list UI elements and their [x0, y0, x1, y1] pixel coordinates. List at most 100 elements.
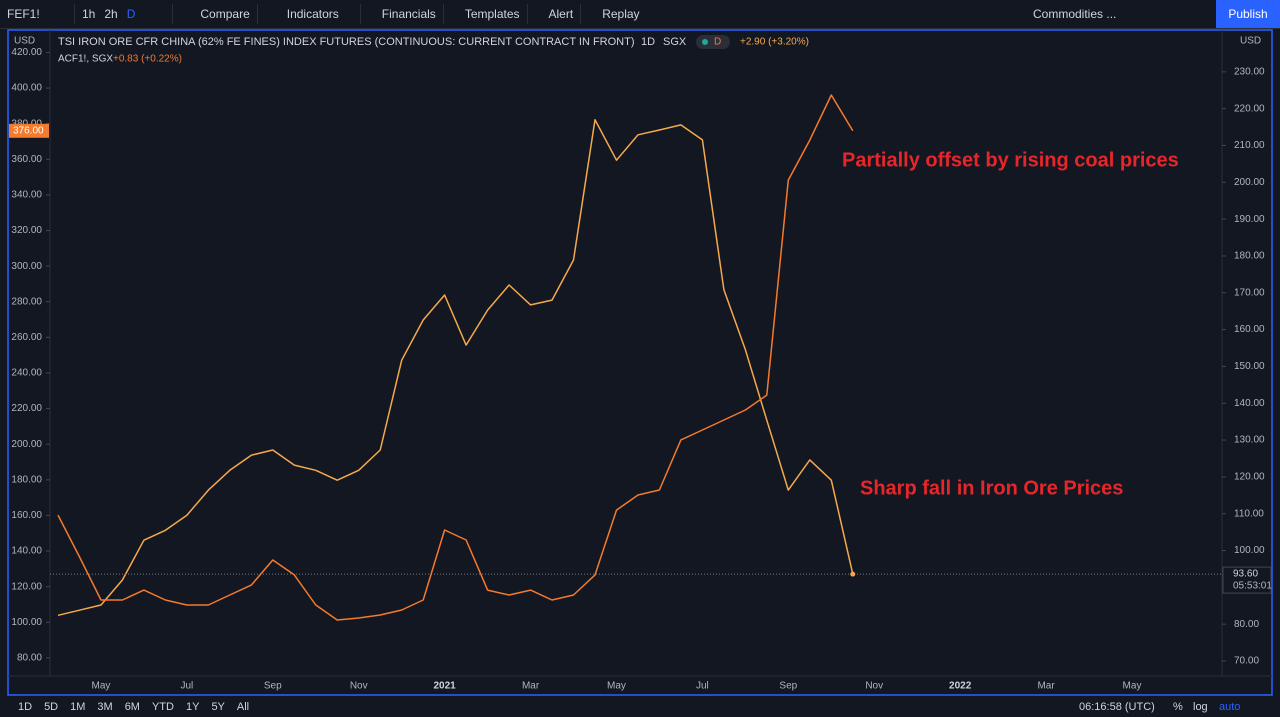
legend-exchange: SGX — [663, 36, 687, 48]
y2-tick-label: 110.00 — [1234, 508, 1264, 519]
x-tick-label: Jul — [180, 681, 193, 692]
y-tick-label: 200.00 — [11, 439, 42, 450]
series-line — [57, 118, 854, 617]
x-tick-label: Nov — [350, 681, 368, 692]
y-tick-label: 160.00 — [11, 510, 42, 521]
y-tick-label: 140.00 — [11, 546, 42, 557]
status-dot — [702, 39, 708, 45]
interval[interactable]: 2h — [104, 7, 118, 21]
range-button[interactable]: 1D — [18, 701, 33, 713]
range-button[interactable]: 5D — [44, 701, 59, 713]
interval[interactable]: D — [126, 7, 136, 21]
y2-tick-label: 220.00 — [1234, 103, 1265, 114]
watchlist[interactable]: Commodities ... — [1033, 7, 1117, 21]
y2-tick-label: 200.00 — [1234, 177, 1265, 188]
x-tick-label: Mar — [522, 681, 540, 692]
toolbar-button[interactable]: Financials — [381, 7, 436, 21]
x-tick-label: May — [607, 681, 626, 692]
x-tick-label: Sep — [779, 681, 797, 692]
x-tick-label: 2022 — [949, 681, 972, 692]
y2-tick-label: 130.00 — [1234, 435, 1265, 446]
separator — [442, 4, 444, 24]
y-tick-label: 300.00 — [11, 261, 42, 272]
y2-tick-label: 180.00 — [1234, 251, 1265, 262]
symbol[interactable]: FEF1! — [7, 7, 40, 21]
countdown: 05:53:01 — [1233, 581, 1272, 592]
legend-interval: 1D — [641, 36, 655, 48]
interval[interactable]: 1h — [82, 7, 96, 21]
range-button[interactable]: All — [236, 701, 250, 713]
chart-border — [7, 29, 1273, 696]
range-button[interactable]: 3M — [97, 701, 113, 713]
price-label: 93.60 — [1233, 569, 1258, 580]
x-tick-label: May — [1123, 681, 1142, 692]
separator — [526, 4, 528, 24]
chart: USD USD TSI IRON ORE CFR CHINA (62% FE F… — [7, 29, 1273, 696]
clock: 06:16:58 (UTC) — [1079, 701, 1155, 713]
y-tick-label: 320.00 — [11, 225, 42, 236]
y-tick-label: 360.00 — [11, 154, 42, 165]
y-tick-label: 80.00 — [17, 653, 42, 664]
toolbar-button[interactable]: Compare — [200, 7, 250, 21]
range-button[interactable]: 1Y — [185, 701, 200, 713]
scale-toggle[interactable]: log — [1193, 701, 1208, 713]
y2-tick-label: 100.00 — [1234, 545, 1265, 556]
toolbar-button[interactable]: Alert — [548, 7, 574, 21]
y2-tick-label: 160.00 — [1234, 324, 1265, 335]
x-tick-label: Mar — [1037, 681, 1055, 692]
y2-tick-label: 210.00 — [1234, 140, 1265, 151]
currency[interactable]: USD — [1240, 36, 1261, 47]
annotation: Sharp fall in Iron Ore Prices — [860, 477, 1123, 499]
legend-second: ACF1!, SGX — [58, 54, 113, 65]
range-button[interactable]: 6M — [124, 701, 140, 713]
badge — [696, 35, 730, 49]
y-tick-label: 220.00 — [11, 403, 42, 414]
x-tick-label: Nov — [865, 681, 883, 692]
y2-tick-label: 80.00 — [1234, 619, 1259, 630]
y2-tick-label: 140.00 — [1234, 398, 1265, 409]
x-tick-label: Sep — [264, 681, 282, 692]
y-tick-label: 240.00 — [11, 368, 42, 379]
x-tick-label: Jul — [696, 681, 709, 692]
separator — [74, 4, 75, 24]
last-point — [850, 571, 856, 577]
y2-tick-label: 70.00 — [1234, 656, 1259, 667]
y-tick-label: 180.00 — [11, 474, 42, 485]
separator — [359, 4, 361, 24]
y-tick-label: 260.00 — [11, 332, 42, 343]
y-tick-label: 120.00 — [11, 581, 42, 592]
legend-second-change: +0.83 (+0.22%) — [113, 54, 182, 65]
toolbar-button[interactable]: Indicators — [286, 7, 339, 21]
y-tick-label: 340.00 — [11, 190, 42, 201]
y2-tick-label: 150.00 — [1234, 361, 1265, 372]
price-label: 376.00 — [13, 125, 44, 136]
badge-text: D — [714, 37, 721, 48]
scale-toggle[interactable]: % — [1173, 701, 1183, 713]
y2-tick-label: 170.00 — [1234, 287, 1265, 298]
scale-toggle[interactable]: auto — [1219, 701, 1241, 713]
separator — [256, 4, 258, 24]
price-box — [1222, 566, 1272, 594]
price-box — [9, 123, 49, 138]
publish-button[interactable]: Publish — [1216, 0, 1280, 28]
annotation: Partially offset by rising coal prices — [842, 149, 1179, 171]
y2-tick-label: 230.00 — [1234, 66, 1265, 77]
toolbar-button[interactable]: Replay — [602, 7, 640, 21]
range-button[interactable]: 1M — [70, 701, 86, 713]
separator — [172, 4, 174, 24]
currency[interactable]: USD — [14, 36, 35, 47]
legend-title: TSI IRON ORE CFR CHINA (62% FE FINES) IN… — [58, 36, 635, 48]
toolbar-button[interactable]: Templates — [464, 7, 520, 21]
y-tick-label: 280.00 — [11, 296, 42, 307]
range-button[interactable]: YTD — [151, 701, 174, 713]
x-tick-label: May — [92, 681, 111, 692]
series-line — [57, 94, 854, 621]
range-group: 1D 5D 1M 3M 6M YTD 1Y 5Y All — [0, 701, 255, 713]
y-tick-label: 400.00 — [11, 83, 42, 94]
y-tick-label: 420.00 — [11, 47, 42, 58]
range-button[interactable]: 5Y — [211, 701, 225, 713]
y2-tick-label: 120.00 — [1234, 472, 1265, 483]
legend-change: +2.90 (+3.20%) — [740, 37, 809, 48]
bottom-toolbar: 1D 5D 1M 3M 6M YTD 1Y 5Y All 06:16:58 (UTC) % lo… — [0, 697, 1280, 717]
